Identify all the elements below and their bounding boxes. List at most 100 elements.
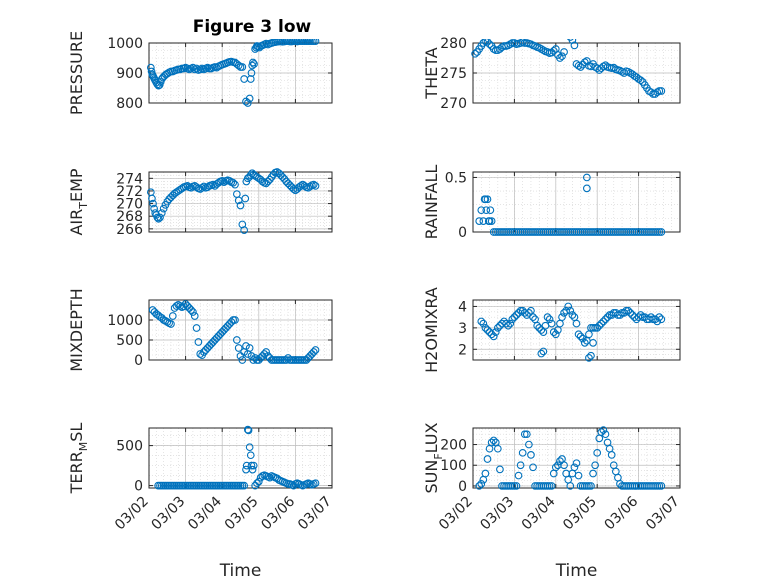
data-point: [547, 482, 556, 490]
y-axis-label: AIRTEMP: [67, 168, 90, 235]
y-tick-label: 266: [116, 222, 143, 238]
data-point: [655, 228, 664, 236]
data-point: [220, 178, 228, 186]
data-point: [585, 482, 593, 490]
data-point: [556, 54, 564, 62]
data-point: [192, 183, 201, 192]
y-axis-label: H2OMIXRA: [422, 287, 441, 373]
data-point: [242, 342, 250, 350]
data-point: [582, 173, 591, 182]
axes-box: [472, 427, 681, 489]
axes-background: [473, 300, 680, 360]
x-tick-label: 03/07: [295, 494, 335, 534]
data-point: [253, 479, 261, 488]
data-point: [622, 306, 631, 315]
x-tick-label: 03/04: [519, 493, 559, 533]
data-point: [591, 461, 599, 470]
data-point: [609, 63, 618, 72]
x-tick-label: 03/06: [602, 493, 642, 533]
data-point: [566, 306, 575, 315]
data-points: [146, 168, 320, 234]
data-point: [514, 471, 523, 480]
data-point: [487, 438, 496, 447]
data-point: [512, 482, 521, 490]
data-point: [574, 330, 583, 339]
data-point: [537, 326, 546, 334]
data-point: [273, 39, 281, 46]
data-point: [149, 199, 157, 208]
subplot-8: 0 100 200 03/02 03/03 03/04 03/05 03/06 03/07 Tim…: [422, 422, 683, 581]
data-point: [194, 338, 203, 346]
data-point: [236, 201, 245, 210]
data-point: [572, 459, 581, 468]
data-point: [483, 326, 492, 334]
data-point: [243, 425, 252, 434]
data-point: [626, 309, 635, 317]
data-point: [636, 311, 645, 319]
data-point: [547, 319, 556, 328]
data-point: [589, 469, 597, 478]
data-point: [248, 465, 257, 474]
figure-title: Figure 3 low: [193, 17, 312, 37]
y-tick-label: 0: [458, 225, 467, 241]
data-point: [649, 90, 657, 98]
data-point: [192, 324, 201, 332]
data-point: [506, 319, 515, 328]
data-point: [167, 320, 175, 328]
data-point: [200, 182, 208, 191]
data-point: [282, 356, 291, 364]
data-point: [280, 39, 289, 46]
data-point: [539, 347, 548, 356]
data-point: [491, 328, 500, 336]
data-point: [477, 206, 486, 215]
data-point: [265, 473, 274, 482]
data-point: [238, 63, 247, 71]
data-point: [558, 52, 566, 61]
data-point: [489, 332, 498, 341]
data-point: [214, 178, 223, 187]
data-point: [168, 312, 177, 320]
data-point: [525, 309, 533, 317]
data-point: [249, 58, 257, 67]
data-points: [154, 425, 320, 490]
x-axis-label: Time: [219, 561, 262, 581]
y-axis-label: TERRMSL: [67, 423, 90, 495]
data-point: [196, 350, 205, 358]
data-point: [482, 206, 491, 215]
data-point: [278, 39, 287, 46]
data-point: [653, 482, 662, 490]
data-point: [508, 482, 517, 490]
data-point: [585, 354, 593, 362]
data-point: [481, 195, 490, 204]
data-point: [570, 463, 579, 472]
data-point: [510, 482, 519, 490]
data-point: [481, 469, 490, 478]
data-point: [601, 430, 610, 439]
data-point: [485, 217, 494, 225]
x-tick-label: 03/05: [560, 494, 600, 534]
subplot-6: 2 3 4 H2OMIXRA: [422, 287, 681, 373]
data-point: [560, 48, 568, 56]
data-point: [512, 311, 521, 319]
data-point: [545, 482, 554, 490]
data-point: [250, 60, 258, 68]
data-point: [562, 306, 571, 315]
y-tick-label: 272: [116, 184, 143, 200]
data-points: [475, 173, 666, 236]
subplot-5: 0 500 1000 MIXDEPTH: [67, 288, 333, 372]
data-point: [593, 324, 602, 332]
data-point: [483, 455, 492, 463]
y-tick-label: 0: [134, 353, 143, 369]
data-point: [647, 313, 655, 321]
data-point: [616, 311, 624, 319]
data-point: [297, 182, 305, 190]
y-tick-label: 268: [116, 209, 143, 225]
y-tick-label: 2: [458, 342, 467, 358]
data-point: [209, 180, 217, 189]
data-point: [595, 321, 604, 330]
data-point: [475, 217, 484, 225]
data-point: [156, 213, 164, 222]
data-point: [311, 346, 320, 354]
